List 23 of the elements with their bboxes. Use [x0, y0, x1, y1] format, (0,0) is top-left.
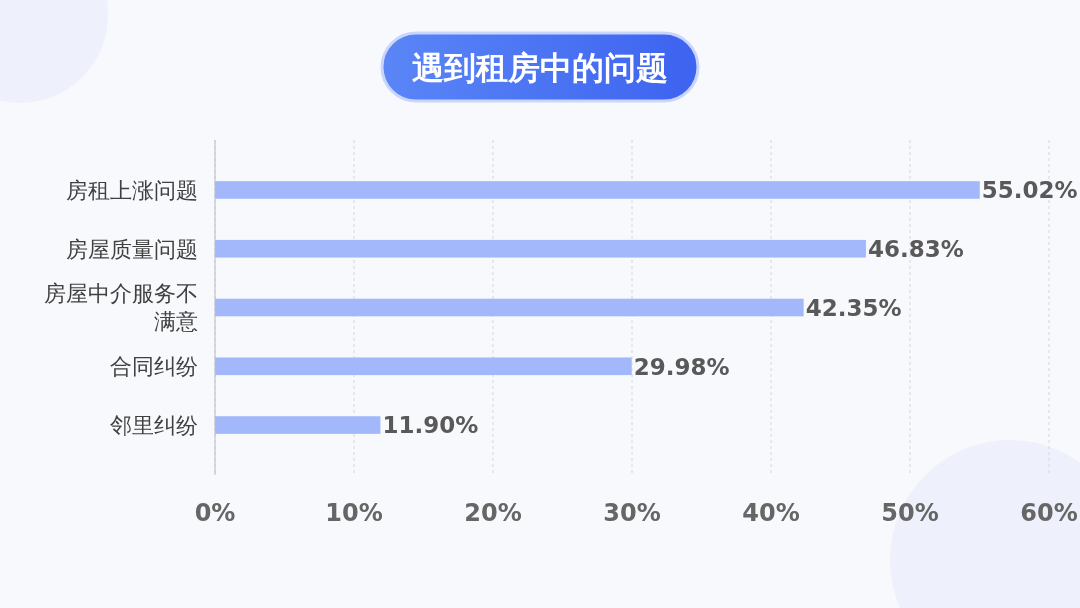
data-label: 29.98% — [633, 353, 730, 380]
data-label: 55.02% — [981, 177, 1078, 204]
y-tick-label: 房租上涨问题 — [66, 177, 198, 203]
y-tick-label: 房屋中介服务不满意 — [44, 281, 198, 335]
chart-title: 遇到租房中的问题 — [412, 48, 668, 87]
x-tick-label: 0% — [194, 498, 236, 527]
bar — [215, 239, 866, 258]
x-tick-label: 30% — [603, 498, 661, 527]
bar — [215, 181, 980, 199]
y-tick-label: 合同纠纷 — [110, 354, 198, 380]
bar — [215, 416, 381, 434]
data-label: 42.35% — [805, 294, 902, 321]
y-tick-label: 邻里纠纷 — [110, 412, 198, 438]
x-tick-label: 60% — [1020, 498, 1078, 527]
x-tick-label: 20% — [464, 498, 522, 527]
bar — [215, 357, 632, 376]
x-tick-label: 40% — [742, 498, 800, 527]
x-tick-label: 50% — [881, 498, 939, 527]
data-label: 11.90% — [382, 412, 479, 439]
x-tick-label: 10% — [325, 498, 383, 527]
bar — [215, 298, 804, 317]
data-label: 46.83% — [867, 236, 964, 263]
y-tick-label: 房屋质量问题 — [66, 236, 198, 262]
